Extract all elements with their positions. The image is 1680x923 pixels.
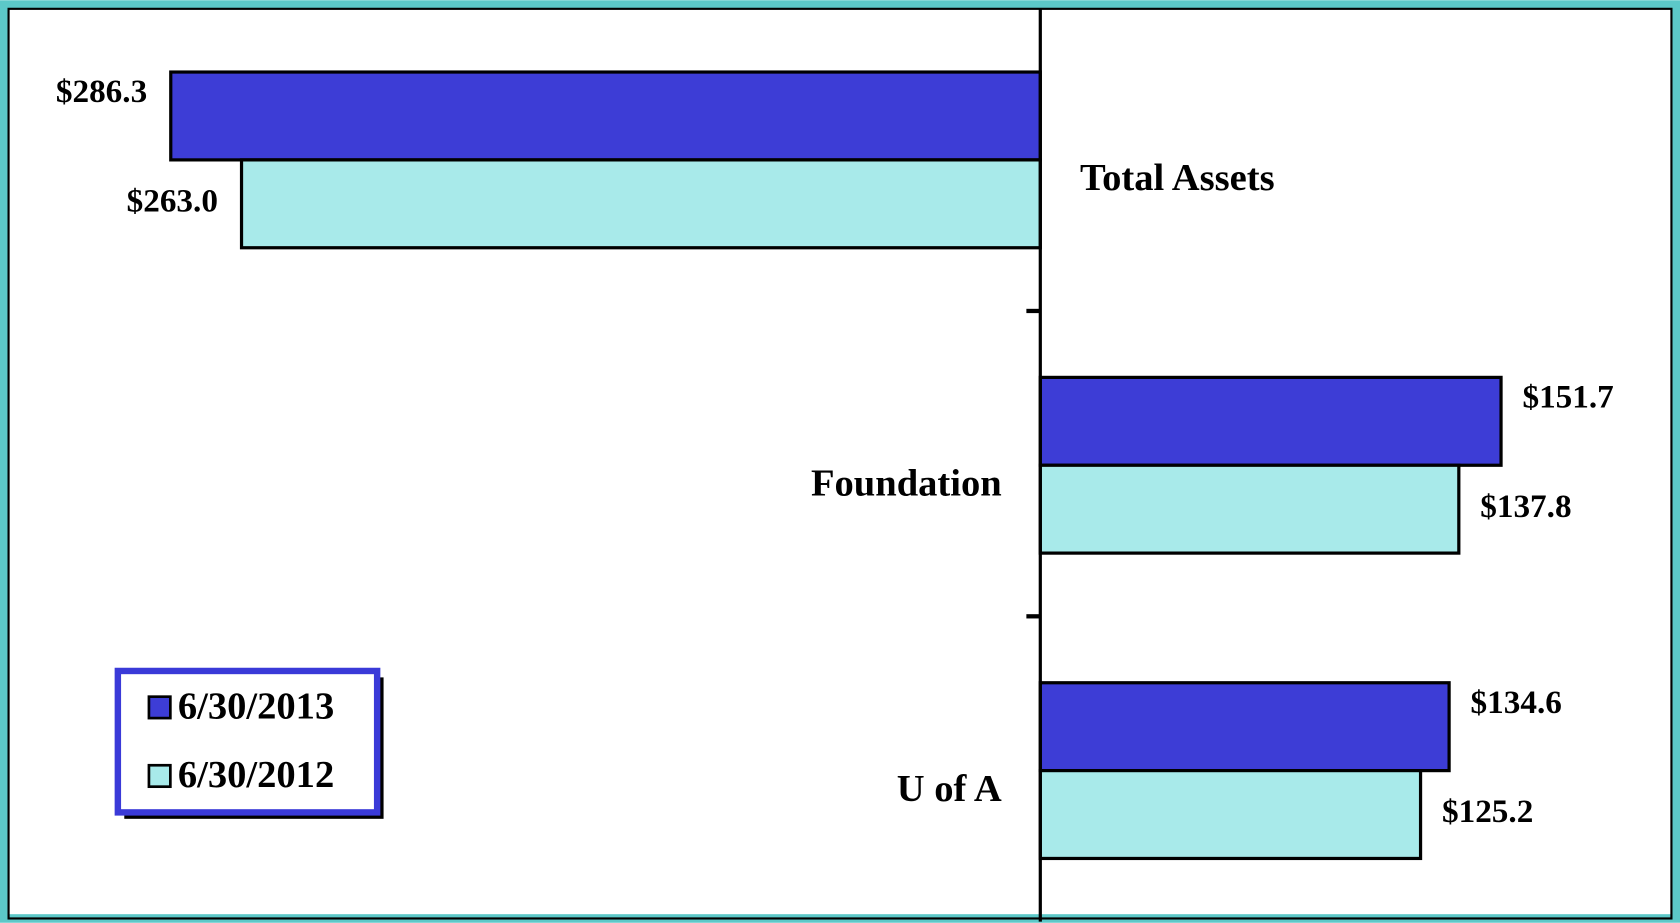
data-label: $286.3 bbox=[56, 73, 147, 110]
y-tick-label: U of A bbox=[897, 768, 1002, 810]
legend bbox=[114, 667, 381, 816]
data-label: $125.2 bbox=[1442, 793, 1533, 830]
legend-swatch bbox=[147, 695, 172, 720]
y-tick-label: Total Assets bbox=[1080, 157, 1275, 199]
bar bbox=[1038, 681, 1451, 773]
bar bbox=[1038, 375, 1503, 467]
plot-border bbox=[7, 7, 1673, 920]
y-tick-label: Foundation bbox=[811, 463, 1002, 505]
bar bbox=[169, 70, 1042, 162]
data-label: $151.7 bbox=[1522, 379, 1613, 416]
bar bbox=[239, 158, 1042, 250]
legend-swatch bbox=[147, 763, 172, 789]
bar bbox=[1038, 463, 1461, 555]
bar bbox=[1038, 768, 1423, 861]
legend-label: 6/30/2012 bbox=[178, 754, 334, 796]
data-label: $137.8 bbox=[1480, 488, 1571, 525]
data-label: $263.0 bbox=[127, 182, 218, 219]
legend-label: 6/30/2013 bbox=[178, 685, 334, 727]
data-label: $134.6 bbox=[1471, 684, 1562, 721]
